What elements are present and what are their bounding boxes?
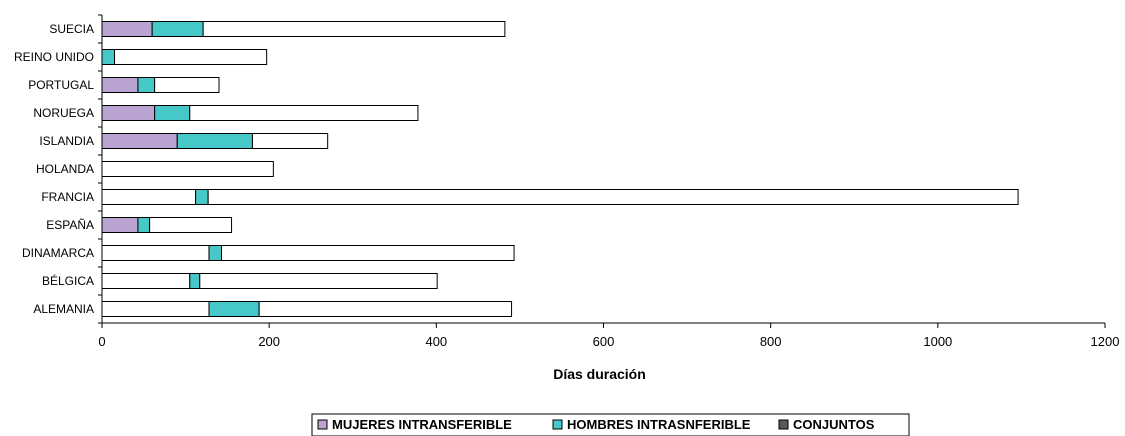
bar-segment-mujeres-intransferible bbox=[101, 105, 156, 121]
bar-segment-other bbox=[221, 245, 515, 261]
bar-segment-mujeres-intransferible bbox=[101, 133, 178, 149]
bar-segment-hombres-intrasnferible bbox=[189, 273, 201, 289]
x-axis-title: Días duración bbox=[553, 366, 646, 382]
category-label: FRANCIA bbox=[41, 190, 94, 204]
bar-segment-other bbox=[258, 301, 513, 317]
category-label: DINAMARCA bbox=[22, 246, 94, 260]
bar-segment-hombres-intrasnferible bbox=[151, 21, 204, 37]
x-tick-label: 0 bbox=[98, 334, 105, 349]
legend-swatch bbox=[552, 419, 563, 430]
category-label: SUECIA bbox=[49, 22, 94, 36]
bar-segment-base bbox=[101, 301, 210, 317]
category-label: ALEMANIA bbox=[33, 302, 94, 316]
category-labels: SUECIA REINO UNIDO PORTUGAL NORUEGA ISLANDIA… bbox=[14, 14, 102, 324]
bars-group bbox=[101, 21, 1019, 317]
bar-segment-hombres-intrasnferible bbox=[176, 133, 253, 149]
category-label: REINO UNIDO bbox=[14, 50, 94, 64]
bar-segment-other bbox=[202, 21, 506, 37]
x-tick-label: 800 bbox=[760, 334, 782, 349]
category-label: ISLANDIA bbox=[39, 134, 94, 148]
bar-segment-other bbox=[251, 133, 329, 149]
bar-segment-hombres-intrasnferible bbox=[101, 49, 116, 65]
bar-segment-base bbox=[101, 189, 197, 205]
bar-segment-other bbox=[101, 161, 274, 177]
bar-segment-hombres-intrasnferible bbox=[137, 217, 151, 233]
x-tick-label: 600 bbox=[593, 334, 615, 349]
bar-segment-base bbox=[101, 245, 210, 261]
bar-segment-hombres-intrasnferible bbox=[154, 105, 191, 121]
bar-segment-other bbox=[149, 217, 233, 233]
bar-segment-other bbox=[154, 77, 220, 93]
x-tick-label: 1000 bbox=[923, 334, 952, 349]
legend-label: MUJERES INTRANSFERIBLE bbox=[332, 417, 512, 432]
bar-segment-mujeres-intransferible bbox=[101, 21, 153, 37]
category-label: BÉLGICA bbox=[42, 273, 94, 288]
legend-label: HOMBRES INTRASNFERIBLE bbox=[567, 417, 751, 432]
x-tick-label: 200 bbox=[258, 334, 280, 349]
legend-box bbox=[311, 413, 910, 436]
legend-swatch bbox=[317, 419, 328, 430]
category-label: PORTUGAL bbox=[28, 78, 94, 92]
bar-segment-mujeres-intransferible bbox=[101, 77, 139, 93]
bar-segment-other bbox=[114, 49, 268, 65]
bar-segment-mujeres-intransferible bbox=[101, 217, 139, 233]
bar-segment-hombres-intrasnferible bbox=[137, 77, 156, 93]
bar-segment-other bbox=[189, 105, 419, 121]
bar-segment-hombres-intrasnferible bbox=[208, 245, 223, 261]
category-label: NORUEGA bbox=[33, 106, 94, 120]
category-label: ESPAÑA bbox=[46, 218, 94, 232]
x-axis: 0 200 400 600 800 1000 1200 bbox=[98, 322, 1120, 349]
legend-swatch bbox=[778, 419, 789, 430]
bar-segment-hombres-intrasnferible bbox=[195, 189, 209, 205]
legend: MUJERES INTRANSFERIBLE HOMBRES INTRASNFER… bbox=[311, 413, 910, 436]
legend-label: CONJUNTOS bbox=[793, 417, 875, 432]
bar-segment-other bbox=[207, 189, 1019, 205]
bar-segment-other bbox=[199, 273, 438, 289]
bar-segment-hombres-intrasnferible bbox=[208, 301, 260, 317]
category-label: HOLANDA bbox=[36, 162, 94, 176]
x-tick-label: 1200 bbox=[1091, 334, 1120, 349]
x-tick-label: 400 bbox=[425, 334, 447, 349]
bar-segment-base bbox=[101, 273, 191, 289]
